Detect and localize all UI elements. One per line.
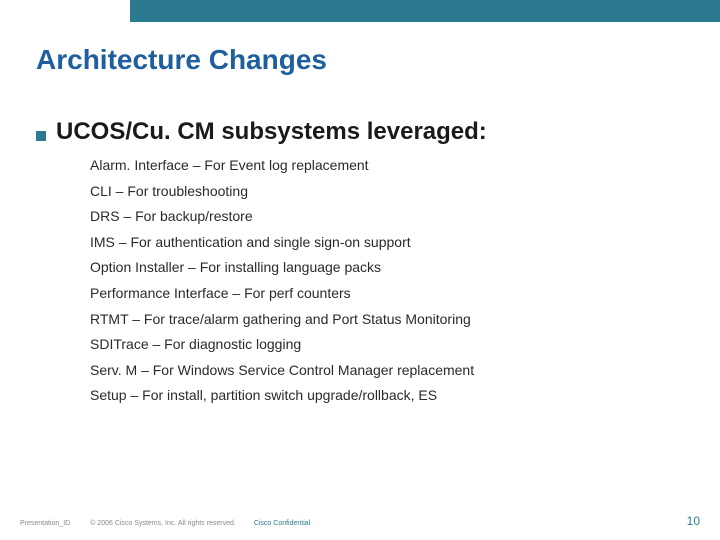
subtitle-row: UCOS/Cu. CM subsystems leveraged:: [36, 118, 684, 146]
list-item: IMS – For authentication and single sign…: [90, 233, 680, 253]
list-item: DRS – For backup/restore: [90, 207, 680, 227]
subsystem-list: Alarm. Interface – For Event log replace…: [90, 156, 680, 406]
list-item: Serv. M – For Windows Service Control Ma…: [90, 361, 680, 381]
list-item: Performance Interface – For perf counter…: [90, 284, 680, 304]
list-item: SDITrace – For diagnostic logging: [90, 335, 680, 355]
slide: Architecture Changes UCOS/Cu. CM subsyst…: [0, 0, 720, 540]
presentation-id: Presentation_ID: [20, 520, 70, 527]
list-item: Alarm. Interface – For Event log replace…: [90, 156, 680, 176]
list-item: Option Installer – For installing langua…: [90, 258, 680, 278]
copyright-text: © 2006 Cisco Systems, Inc. All rights re…: [90, 520, 236, 527]
page-number: 10: [687, 514, 700, 528]
list-item: Setup – For install, partition switch up…: [90, 386, 680, 406]
subtitle-text: UCOS/Cu. CM subsystems leveraged:: [56, 118, 487, 146]
confidential-label: Cisco Confidential: [254, 520, 310, 527]
list-item: RTMT – For trace/alarm gathering and Por…: [90, 310, 680, 330]
list-item: CLI – For troubleshooting: [90, 182, 680, 202]
slide-title: Architecture Changes: [36, 44, 327, 76]
top-accent-bar: [130, 0, 720, 22]
footer: Presentation_ID © 2006 Cisco Systems, In…: [20, 514, 700, 528]
bullet-square-icon: [36, 131, 46, 141]
